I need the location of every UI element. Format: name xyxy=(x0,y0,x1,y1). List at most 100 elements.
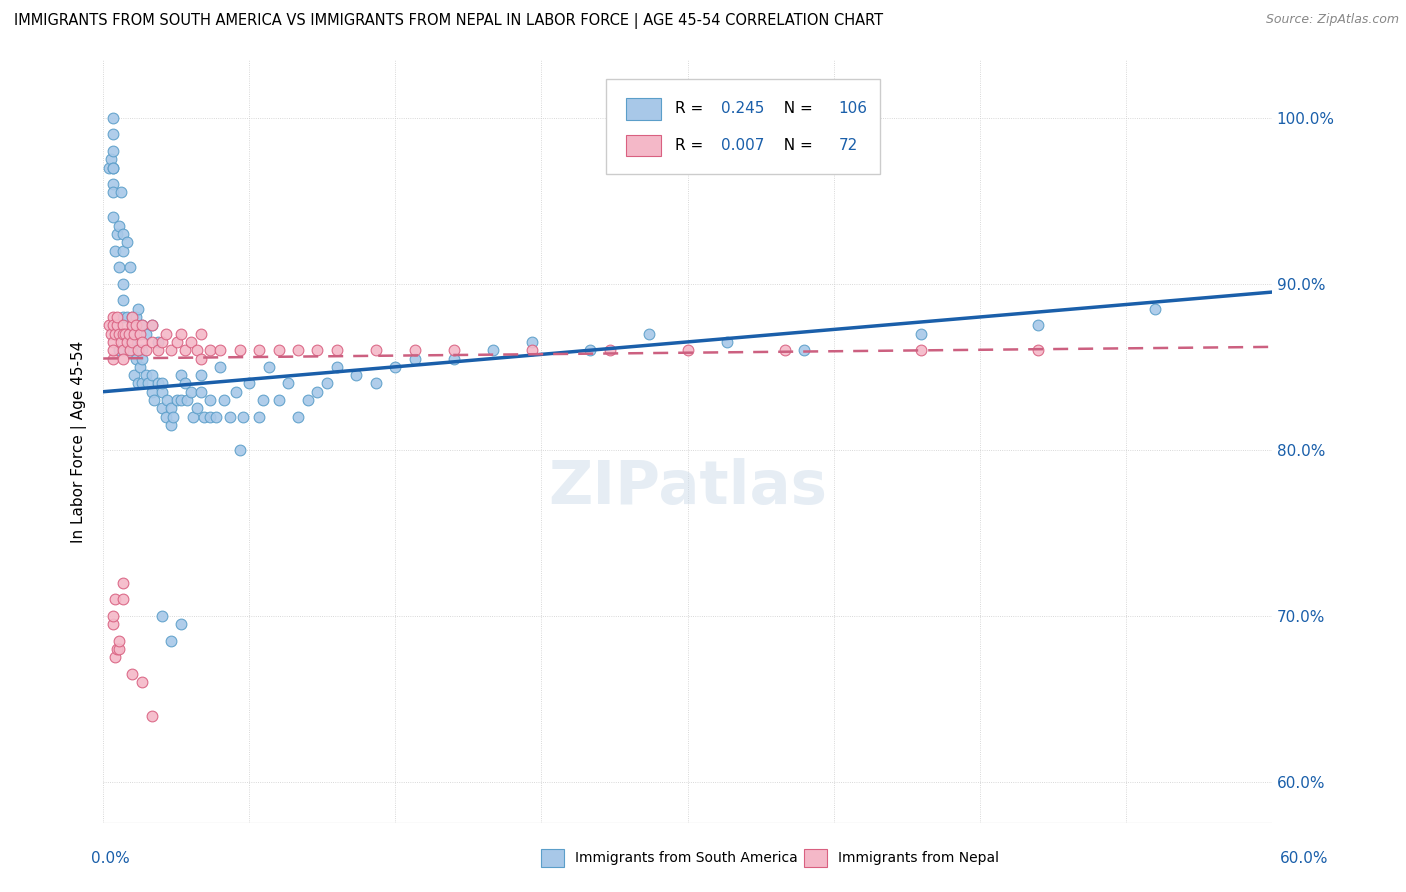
Point xyxy=(101,617,124,632)
Point xyxy=(104,650,127,665)
Text: N =: N = xyxy=(775,102,818,116)
Point xyxy=(141,708,163,723)
Point xyxy=(105,227,128,241)
Text: 0.007: 0.007 xyxy=(721,138,765,153)
Point xyxy=(114,326,136,341)
Point xyxy=(131,343,153,358)
Point xyxy=(111,343,134,358)
Point xyxy=(287,409,309,424)
Point xyxy=(228,442,250,457)
Point xyxy=(121,310,143,324)
Point xyxy=(107,326,129,341)
Point xyxy=(117,326,139,341)
Point xyxy=(225,384,247,399)
Point xyxy=(101,128,124,142)
Point xyxy=(141,318,163,333)
Point xyxy=(180,334,202,349)
Point xyxy=(101,186,124,200)
Point xyxy=(146,334,169,349)
Point xyxy=(307,384,329,399)
FancyBboxPatch shape xyxy=(606,78,880,174)
Text: Immigrants from Nepal: Immigrants from Nepal xyxy=(838,851,1000,865)
Point xyxy=(170,368,193,383)
Point xyxy=(101,351,124,366)
Point xyxy=(100,326,122,341)
Point xyxy=(101,334,124,349)
Point xyxy=(111,326,134,341)
Point xyxy=(364,343,387,358)
Point xyxy=(101,177,124,191)
Point xyxy=(107,260,129,275)
Point xyxy=(121,343,143,358)
Point xyxy=(127,301,149,316)
Point xyxy=(125,318,148,333)
Point xyxy=(190,384,212,399)
Point xyxy=(232,409,254,424)
Point xyxy=(105,642,128,657)
Point xyxy=(150,384,173,399)
Point xyxy=(212,392,235,407)
Point xyxy=(170,392,193,407)
Point xyxy=(404,351,426,366)
Point xyxy=(131,351,153,366)
Point xyxy=(247,343,270,358)
Point xyxy=(205,409,228,424)
Point xyxy=(101,318,124,333)
Point xyxy=(105,318,128,333)
Point xyxy=(104,592,127,607)
Point xyxy=(200,409,222,424)
Point xyxy=(186,401,208,416)
Point xyxy=(316,376,339,391)
Point xyxy=(599,343,621,358)
Point xyxy=(107,219,129,233)
Point xyxy=(579,343,602,358)
Point xyxy=(141,384,163,399)
Text: R =: R = xyxy=(675,102,707,116)
Point xyxy=(520,334,543,349)
Point xyxy=(186,343,208,358)
Point xyxy=(101,144,124,158)
Point xyxy=(120,334,142,349)
Point xyxy=(124,326,146,341)
Point xyxy=(110,186,132,200)
Y-axis label: In Labor Force | Age 45-54: In Labor Force | Age 45-54 xyxy=(72,341,87,542)
Point xyxy=(238,376,260,391)
Point xyxy=(136,376,159,391)
Point xyxy=(156,392,179,407)
Point xyxy=(910,326,932,341)
FancyBboxPatch shape xyxy=(626,135,661,156)
Text: 106: 106 xyxy=(838,102,868,116)
Point xyxy=(190,368,212,383)
Text: Immigrants from South America: Immigrants from South America xyxy=(575,851,797,865)
Point xyxy=(443,351,465,366)
Point xyxy=(120,260,142,275)
Point xyxy=(252,392,274,407)
Point xyxy=(190,326,212,341)
Point xyxy=(180,384,202,399)
Point xyxy=(481,343,503,358)
Point xyxy=(100,153,122,167)
Text: Source: ZipAtlas.com: Source: ZipAtlas.com xyxy=(1265,13,1399,27)
Point xyxy=(174,376,197,391)
Point xyxy=(101,211,124,225)
Text: 0.245: 0.245 xyxy=(721,102,765,116)
Point xyxy=(637,326,659,341)
Text: ZIPatlas: ZIPatlas xyxy=(548,458,827,516)
Point xyxy=(115,310,138,324)
Point xyxy=(181,409,204,424)
Point xyxy=(228,343,250,358)
Point xyxy=(141,318,163,333)
Point xyxy=(101,310,124,324)
Point xyxy=(107,343,129,358)
Point xyxy=(121,318,143,333)
Point xyxy=(200,392,222,407)
Point xyxy=(346,368,368,383)
Point xyxy=(160,343,183,358)
Point xyxy=(111,293,134,308)
Point xyxy=(141,368,163,383)
Point xyxy=(135,326,157,341)
Point xyxy=(105,310,128,324)
Point xyxy=(127,376,149,391)
Point xyxy=(155,326,177,341)
Point xyxy=(277,376,299,391)
